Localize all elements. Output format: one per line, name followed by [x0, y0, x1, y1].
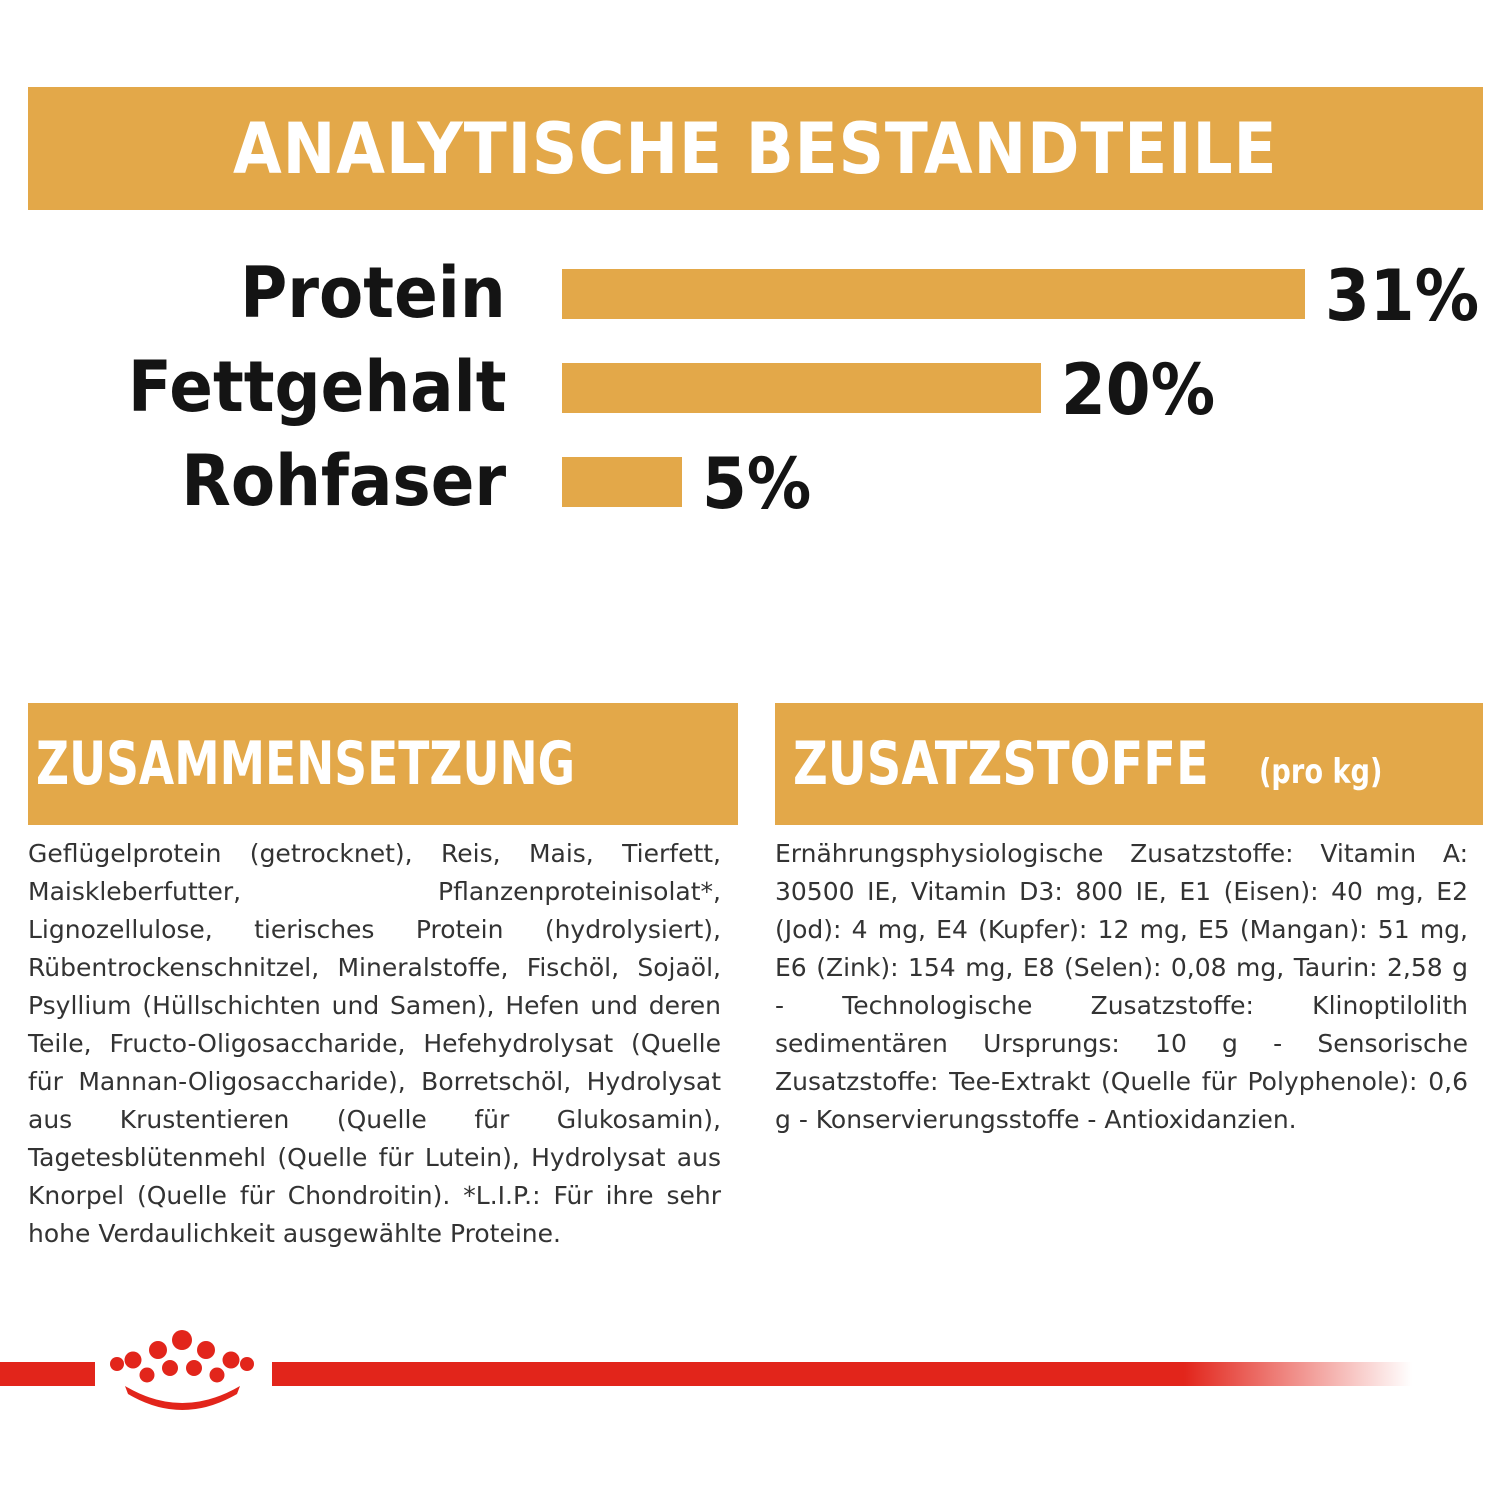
bar-fettgehalt: [562, 363, 1041, 413]
brand-line-right: [272, 1362, 1412, 1386]
additives-unit: (pro kg): [1258, 752, 1383, 792]
additives-title: ZUSATZSTOFFE: [793, 729, 1209, 799]
analytic-bar-chart: Protein 31% Fettgehalt 20% Rohfaser 5%: [0, 240, 1500, 540]
royal-crown-logo-icon: [110, 1330, 254, 1410]
bar-value-fettgehalt: 20%: [1061, 349, 1216, 431]
additives-text: Ernährungsphysiologische Zusatzstoffe: V…: [775, 839, 1468, 1134]
analytic-title: ANALYTISCHE BESTANDTEILE: [233, 107, 1278, 190]
bar-label-rohfaser: Rohfaser: [181, 440, 506, 522]
analytic-banner: ANALYTISCHE BESTANDTEILE: [28, 87, 1483, 210]
bar-label-protein: Protein: [240, 252, 506, 334]
bar-value-protein: 31%: [1325, 255, 1480, 337]
bar-rohfaser: [562, 457, 682, 507]
brand-line-left: [0, 1362, 95, 1386]
bar-value-rohfaser: 5%: [702, 443, 812, 525]
additives-banner: ZUSATZSTOFFE (pro kg): [775, 703, 1483, 825]
composition-banner: ZUSAMMENSETZUNG: [28, 703, 738, 825]
composition-text: Geflügelprotein (getrocknet), Reis, Mais…: [28, 839, 721, 1248]
composition-title: ZUSAMMENSETZUNG: [36, 729, 576, 799]
bar-protein: [562, 269, 1305, 319]
bar-label-fettgehalt: Fettgehalt: [127, 346, 506, 428]
